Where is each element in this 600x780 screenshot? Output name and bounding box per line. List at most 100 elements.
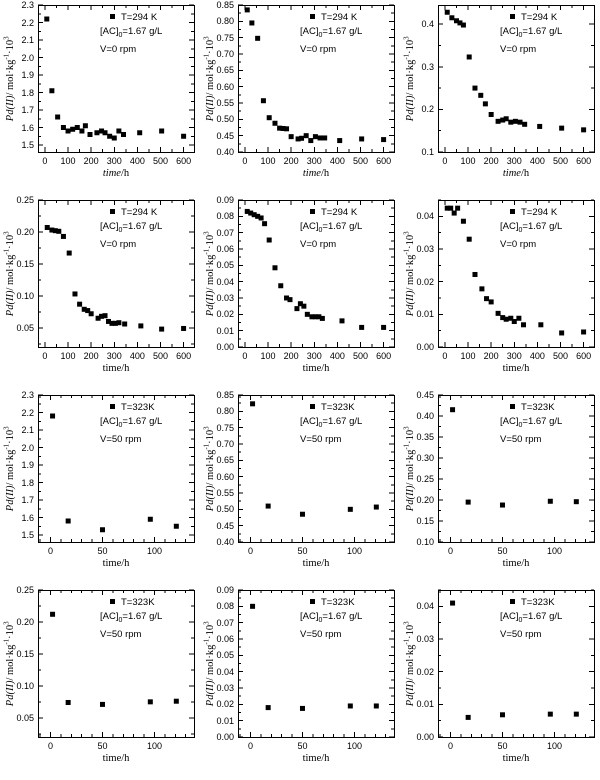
y-axis-title-sup: -1 <box>402 248 411 255</box>
data-point <box>465 714 471 720</box>
x-tick-label: 600 <box>376 351 392 361</box>
x-axis-title: time/h <box>438 558 594 569</box>
y-axis-title: Pd(II)/ mol·kg-1·103 <box>402 198 416 348</box>
legend: T=323K [AC]0=1.67 g/L V=50 rpm <box>300 401 362 447</box>
legend-rpm: V=0 rpm <box>100 238 137 250</box>
x-axis-title-plain: time/h <box>302 558 330 569</box>
legend-ac-pre: [AC] <box>500 611 519 622</box>
data-point <box>52 228 58 234</box>
data-point <box>479 286 485 292</box>
data-point <box>265 705 271 711</box>
legend-line-concentration: [AC]0=1.67 g/L <box>300 220 362 238</box>
data-point <box>444 205 450 211</box>
scatter-plot-8: 0.40 0.45 0.50 0.55 0.60 0.65 0.70 0.75 0.80 0.85… <box>200 390 400 585</box>
x-axis-title-plain: time/h <box>102 753 130 764</box>
legend-line-concentration: [AC]0=1.67 g/L <box>500 415 562 433</box>
data-point <box>95 315 101 321</box>
x-tick-label: 500 <box>352 156 368 166</box>
y-axis-title-rest: / mol·kg <box>404 59 416 96</box>
y-tick-label: 1.6 <box>21 512 34 523</box>
y-axis-title-sup: 3 <box>402 35 411 40</box>
y-axis-title: Pd(II)/ mol·kg-1·103 <box>2 198 16 348</box>
y-tick-label: 1.8 <box>21 477 34 488</box>
data-point <box>373 703 379 709</box>
data-point <box>381 137 387 143</box>
data-point <box>337 138 343 144</box>
y-tick-label: 0.80 <box>216 16 234 27</box>
legend-line-temperature: T=323K <box>500 401 562 415</box>
y-axis-title: Pd(II)/ mol·kg-1·103 <box>2 3 16 153</box>
legend-line-concentration: [AC]0=1.67 g/L <box>500 25 562 43</box>
y-axis-title-sup: -1 <box>2 53 11 60</box>
data-point <box>466 236 472 242</box>
legend-line-concentration: [AC]0=1.67 g/L <box>100 220 162 238</box>
data-point <box>359 136 365 142</box>
legend-temperature: T=323K <box>521 402 555 413</box>
y-axis-title-mid: ·10 <box>404 429 416 444</box>
data-point <box>573 499 579 505</box>
data-point <box>102 130 108 136</box>
y-axis-title-italic: Pd(II) <box>404 485 416 511</box>
data-point <box>516 315 522 321</box>
y-tick-label: 0.25 <box>16 195 34 205</box>
legend-ac-post: =1.67 g/L <box>122 221 163 232</box>
x-tick-label: 600 <box>376 156 392 166</box>
x-axis-title-italic: time <box>302 168 321 179</box>
y-axis-title-sup: -1 <box>402 53 411 60</box>
y-tick-label: 0.60 <box>216 81 234 92</box>
y-axis-title-rest: / mol·kg <box>4 644 16 681</box>
data-point <box>508 119 514 125</box>
data-point <box>559 125 565 131</box>
legend-line-temperature: T=323K <box>100 401 162 415</box>
y-tick-label: 0.01 <box>416 309 434 320</box>
y-tick-label: 0.10 <box>16 680 34 691</box>
axis-frame <box>38 5 195 153</box>
data-point <box>287 297 293 303</box>
legend-line-concentration: [AC]0=1.67 g/L <box>100 610 162 628</box>
y-axis-title: Pd(II)/ mol·kg-1·103 <box>402 588 416 738</box>
legend-ac-pre: [AC] <box>300 611 319 622</box>
x-axis-title: time/h <box>38 753 194 764</box>
legend: T=323K [AC]0=1.67 g/L V=50 rpm <box>100 596 162 642</box>
legend-ac-pre: [AC] <box>300 416 319 427</box>
y-axis-title-rest: / mol·kg <box>204 644 216 681</box>
y-axis-title-mid: ·10 <box>404 624 416 639</box>
data-point <box>317 135 323 141</box>
y-axis-title-sup: 3 <box>2 230 11 235</box>
y-tick-label: 0.08 <box>216 211 234 222</box>
data-point <box>249 20 255 26</box>
data-point <box>79 128 85 134</box>
data-point <box>319 315 325 321</box>
legend: T=323K [AC]0=1.67 g/L V=50 rpm <box>100 401 162 447</box>
legend: T=294 K [AC]0=1.67 g/L V=0 rpm <box>300 11 362 57</box>
legend-ac-sub: 0 <box>318 31 323 39</box>
scatter-plot-4: 0.05 0.10 0.15 0.20 0.25 0 100 200 300 400 500 600 P… <box>0 195 200 390</box>
x-tick-label: 200 <box>283 156 299 166</box>
data-point <box>181 133 187 139</box>
x-tick-label: 300 <box>106 351 122 361</box>
data-point <box>173 523 179 529</box>
y-tick-label: 0.07 <box>216 227 234 238</box>
legend-line-concentration: [AC]0=1.67 g/L <box>300 25 362 43</box>
y-tick-label: 0.01 <box>216 325 234 336</box>
data-point <box>258 215 264 221</box>
y-tick-label: 0.60 <box>216 471 234 482</box>
x-tick-label: 200 <box>83 156 99 166</box>
x-tick-label: 200 <box>483 156 499 166</box>
legend-line-concentration: [AC]0=1.67 g/L <box>300 415 362 433</box>
data-point <box>50 611 56 617</box>
data-point <box>56 228 62 234</box>
x-tick-label: 0 <box>442 351 448 361</box>
data-point <box>309 314 315 320</box>
data-point <box>82 123 88 129</box>
data-point <box>495 118 501 124</box>
legend-rpm: V=0 rpm <box>500 238 537 250</box>
y-axis-title-sup: 3 <box>402 425 411 430</box>
scatter-plot-9: 0.10 0.15 0.20 0.25 0.30 0.35 0.40 0.45 0 50 100 Pd… <box>400 390 600 585</box>
legend-ac-pre: [AC] <box>500 26 519 37</box>
data-point <box>65 699 71 705</box>
square-marker-icon <box>110 209 115 214</box>
x-axis-title-rest: /h <box>120 168 130 179</box>
legend: T=323K [AC]0=1.67 g/L V=50 rpm <box>300 596 362 642</box>
x-axis-title-rest: /h <box>520 168 530 179</box>
